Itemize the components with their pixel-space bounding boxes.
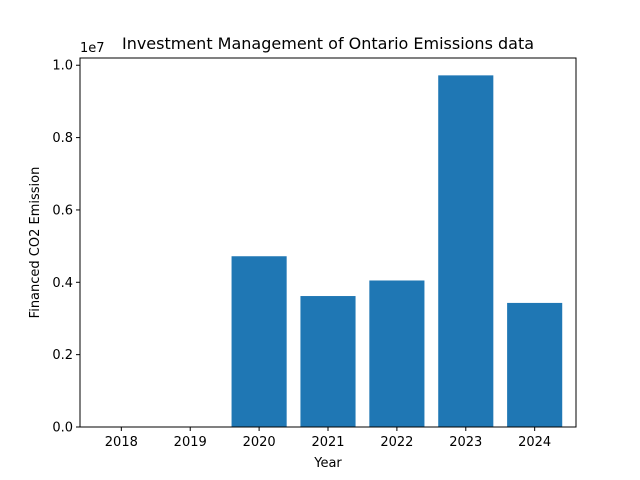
y-tick-label: 1.0 xyxy=(52,59,73,74)
bar-2021 xyxy=(300,296,356,427)
x-axis-ticks: 2018 2019 2020 2021 2022 2023 2024 xyxy=(105,427,551,450)
y-tick-label: 0.4 xyxy=(52,276,73,291)
bars-group xyxy=(231,75,563,427)
x-tick-label: 2022 xyxy=(380,435,413,450)
x-tick-label: 2020 xyxy=(243,435,276,450)
bar-2020 xyxy=(231,256,287,427)
x-tick-label: 2024 xyxy=(518,435,551,450)
bar-2023 xyxy=(438,75,494,427)
x-axis-label: Year xyxy=(313,456,342,471)
chart-title: Investment Management of Ontario Emissio… xyxy=(122,34,534,53)
x-tick-label: 2021 xyxy=(311,435,344,450)
y-tick-label: 0.2 xyxy=(52,348,73,363)
bar-2024 xyxy=(507,302,563,427)
x-tick-label: 2023 xyxy=(449,435,482,450)
y-axis-offset-label: 1e7 xyxy=(80,41,105,56)
y-tick-label: 0.0 xyxy=(52,421,73,436)
x-tick-label: 2019 xyxy=(174,435,207,450)
y-tick-label: 0.8 xyxy=(52,131,73,146)
x-tick-label: 2018 xyxy=(105,435,138,450)
bar-2022 xyxy=(369,280,425,427)
y-axis-ticks: 0.0 0.2 0.4 0.6 0.8 1.0 xyxy=(52,59,80,436)
y-tick-label: 0.6 xyxy=(52,203,73,218)
y-axis-label: Financed CO2 Emission xyxy=(28,167,43,319)
